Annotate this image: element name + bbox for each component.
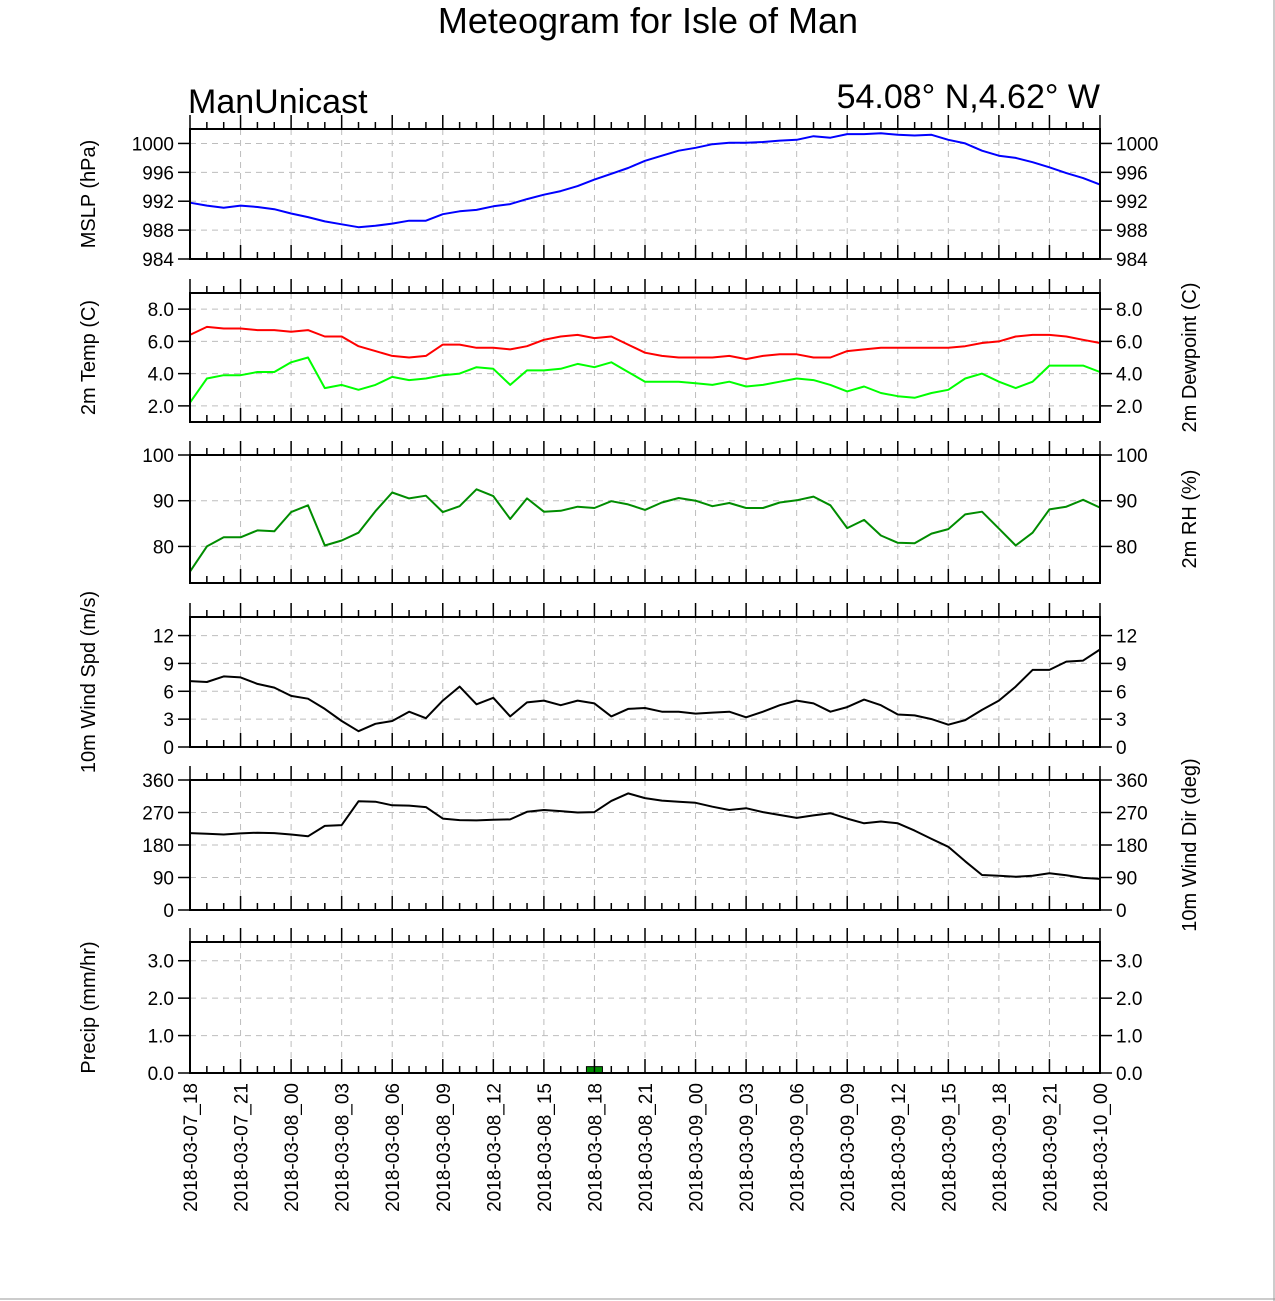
time-tick-label: 2018-03-09_06	[788, 1083, 809, 1212]
right-y-tick-label: 3.0	[1116, 952, 1142, 973]
time-tick-label: 2018-03-08_06	[383, 1083, 404, 1212]
right-y-tick-label: 180	[1116, 836, 1148, 857]
panel-mslp: 984 984 988 988 992 992 996 996 1000 1000 MSLP (hP…	[78, 115, 1158, 271]
left-axis-label: 2m Temp (C)	[78, 300, 100, 415]
right-y-tick-label: 988	[1116, 221, 1148, 242]
left-y-tick-label: 12	[153, 627, 174, 648]
left-y-tick-label: 3.0	[148, 952, 174, 973]
time-tick-label: 2018-03-07_18	[181, 1083, 202, 1212]
right-y-tick-label: 0.0	[1116, 1064, 1142, 1085]
left-y-tick-label: 180	[142, 836, 174, 857]
time-tick-label: 2018-03-09_12	[889, 1083, 910, 1212]
right-y-tick-label: 1.0	[1116, 1027, 1142, 1048]
right-y-tick-label: 992	[1116, 192, 1148, 213]
left-y-tick-label: 270	[142, 804, 174, 825]
right-y-tick-label: 984	[1116, 250, 1148, 271]
right-y-tick-label: 9	[1116, 654, 1127, 675]
right-y-tick-label: 8.0	[1116, 300, 1142, 321]
left-subtitle: ManUnicast	[188, 83, 368, 121]
time-tick-label: 2018-03-10_00	[1091, 1083, 1112, 1212]
panel-precip: 0.0 0.0 1.0 1.0 2.0 2.0 3.0 3.0 Precip (mm/hr)	[78, 928, 1142, 1085]
left-y-tick-label: 0	[163, 901, 174, 922]
time-tick-label: 2018-03-09_21	[1040, 1083, 1061, 1212]
left-axis-label: 10m Wind Spd (m/s)	[78, 591, 100, 773]
left-y-tick-label: 8.0	[148, 300, 174, 321]
right-y-tick-label: 996	[1116, 163, 1148, 184]
time-tick-label: 2018-03-08_03	[333, 1083, 354, 1212]
right-y-tick-label: 0	[1116, 901, 1127, 922]
right-y-tick-label: 360	[1116, 771, 1148, 792]
left-y-tick-label: 1000	[132, 134, 174, 155]
left-y-tick-label: 0	[163, 738, 174, 759]
right-y-tick-label: 3	[1116, 710, 1127, 731]
left-y-tick-label: 6.0	[148, 332, 174, 353]
time-tick-label: 2018-03-09_09	[838, 1083, 859, 1212]
left-y-tick-label: 2.0	[148, 989, 174, 1010]
left-y-tick-label: 0.0	[148, 1064, 174, 1085]
right-y-tick-label: 12	[1116, 627, 1137, 648]
right-y-tick-label: 1000	[1116, 134, 1158, 155]
right-subtitle: 54.08° N,4.62° W	[837, 78, 1100, 116]
left-y-tick-label: 3	[163, 710, 174, 731]
temp-series-line-1	[189, 356, 1101, 404]
right-y-tick-label: 2.0	[1116, 989, 1142, 1010]
right-y-tick-label: 6	[1116, 682, 1127, 703]
right-axis-label: 2m Dewpoint (C)	[1179, 282, 1201, 432]
left-y-tick-label: 996	[142, 163, 174, 184]
right-y-tick-label: 4.0	[1116, 365, 1142, 386]
left-y-tick-label: 984	[142, 250, 174, 271]
panel-temp: 2.0 2.0 4.0 4.0 6.0 6.0 8.0 8.0 2m Temp (C) 2m De…	[78, 279, 1201, 433]
right-y-tick-label: 2.0	[1116, 397, 1142, 418]
right-y-tick-label: 270	[1116, 804, 1148, 825]
left-y-tick-label: 992	[142, 192, 174, 213]
time-tick-label: 2018-03-09_18	[990, 1083, 1011, 1212]
left-y-tick-label: 1.0	[148, 1027, 174, 1048]
right-y-tick-label: 90	[1116, 492, 1137, 513]
temp-series-line-0	[189, 325, 1101, 361]
left-y-tick-label: 90	[153, 869, 174, 890]
panel-rh: 80 80 90 90 100 100 2m RH (%)	[142, 441, 1201, 584]
rh-series-line-0	[189, 488, 1101, 573]
left-y-tick-label: 360	[142, 771, 174, 792]
right-y-tick-label: 0	[1116, 738, 1127, 759]
left-y-tick-label: 80	[153, 537, 174, 558]
right-axis-label: 2m RH (%)	[1179, 470, 1201, 569]
right-y-tick-label: 90	[1116, 869, 1137, 890]
right-y-tick-label: 100	[1116, 446, 1148, 467]
wspd-series-line-0	[189, 648, 1101, 733]
time-tick-label: 2018-03-08_09	[434, 1083, 455, 1212]
time-tick-label: 2018-03-08_15	[535, 1083, 556, 1212]
left-y-tick-label: 9	[163, 654, 174, 675]
right-y-tick-label: 80	[1116, 537, 1137, 558]
left-y-tick-label: 4.0	[148, 365, 174, 386]
left-axis-label: MSLP (hPa)	[78, 140, 100, 249]
time-tick-label: 2018-03-08_21	[636, 1083, 657, 1212]
left-y-tick-label: 100	[142, 446, 174, 467]
time-tick-label: 2018-03-09_00	[687, 1083, 708, 1212]
time-tick-label: 2018-03-08_18	[585, 1083, 606, 1212]
time-tick-label: 2018-03-09_15	[939, 1083, 960, 1212]
time-tick-label: 2018-03-09_03	[737, 1083, 758, 1212]
right-y-tick-label: 6.0	[1116, 332, 1142, 353]
time-tick-label: 2018-03-08_00	[282, 1083, 303, 1212]
left-y-tick-label: 988	[142, 221, 174, 242]
right-axis-label: 10m Wind Dir (deg)	[1179, 758, 1201, 931]
panel-wdir: 0 0 90 90 180 180 270 270 360 360 10m Wind Dir (de…	[142, 758, 1201, 931]
left-y-tick-label: 2.0	[148, 397, 174, 418]
left-axis-label: Precip (mm/hr)	[78, 941, 100, 1073]
time-tick-label: 2018-03-07_21	[232, 1083, 253, 1212]
mslp-series-line-0	[189, 132, 1101, 229]
left-y-tick-label: 90	[153, 492, 174, 513]
wdir-series-line-0	[189, 792, 1101, 880]
panel-wspd: 0 0 3 3 6 6 9 9 12 12 10m Wind Spd (m/s)	[78, 591, 1137, 773]
time-tick-label: 2018-03-08_12	[484, 1083, 505, 1212]
chart-title: Meteogram for Isle of Man	[438, 0, 858, 41]
left-y-tick-label: 6	[163, 682, 174, 703]
